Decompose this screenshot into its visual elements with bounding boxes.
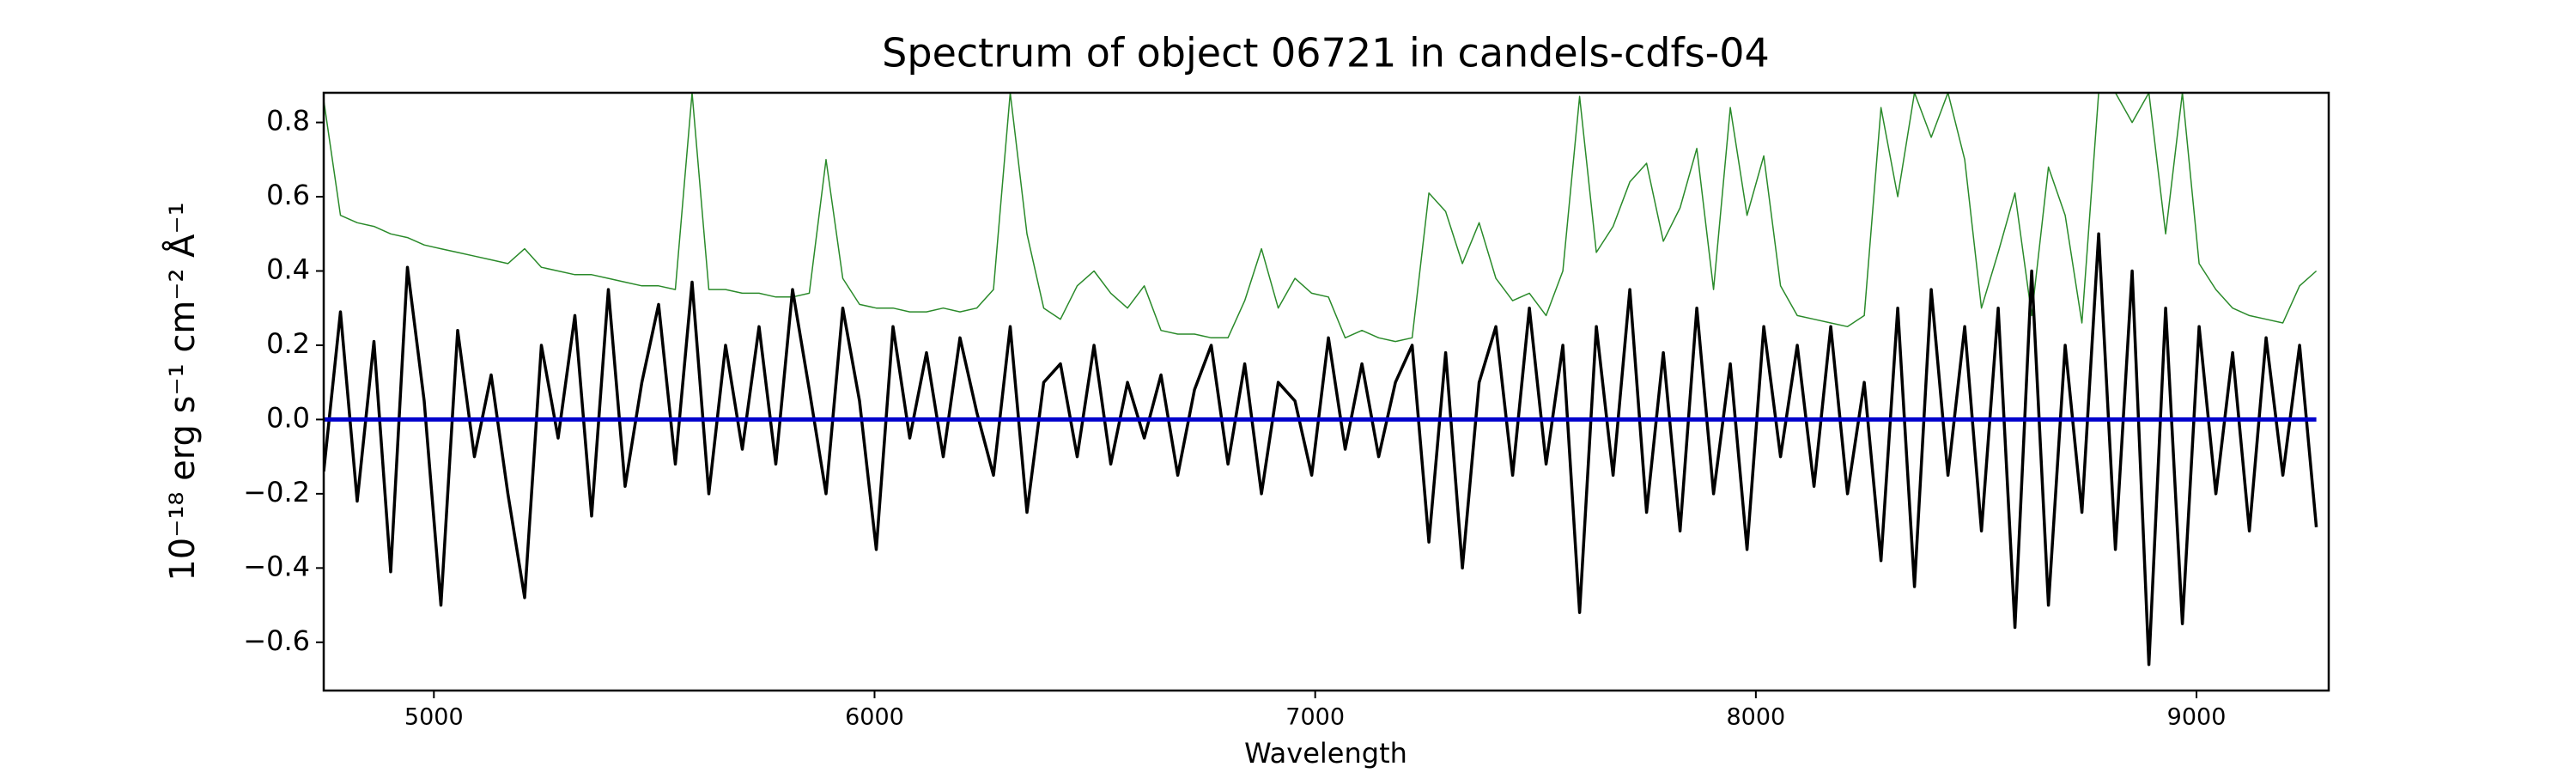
x-tick-label: 9000 xyxy=(2167,704,2227,731)
y-tick-label: 0.2 xyxy=(266,327,310,360)
y-tick-label: 0.0 xyxy=(266,401,310,434)
chart-title: Spectrum of object 06721 in candels-cdfs… xyxy=(882,30,1770,76)
y-tick-label: 0.8 xyxy=(266,105,310,137)
series-line xyxy=(324,93,2318,343)
x-tick-label: 7000 xyxy=(1285,704,1345,731)
y-tick-label: −0.2 xyxy=(243,476,310,508)
plot-frame xyxy=(322,91,2330,692)
y-tick-label: 0.6 xyxy=(266,179,310,211)
x-tick-label: 6000 xyxy=(845,704,904,731)
x-tick-label: 5000 xyxy=(404,704,464,731)
series-line xyxy=(324,232,2318,666)
plot-area xyxy=(324,93,2318,666)
y-tick-label: −0.6 xyxy=(243,624,310,657)
y-axis-label: 10⁻¹⁸ erg s⁻¹ cm⁻² Å⁻¹ xyxy=(161,202,203,581)
x-axis-label: Wavelength xyxy=(1244,737,1407,770)
y-tick-label: −0.4 xyxy=(243,550,310,582)
x-tick-label: 8000 xyxy=(1726,704,1785,731)
y-tick-label: 0.4 xyxy=(266,253,310,286)
